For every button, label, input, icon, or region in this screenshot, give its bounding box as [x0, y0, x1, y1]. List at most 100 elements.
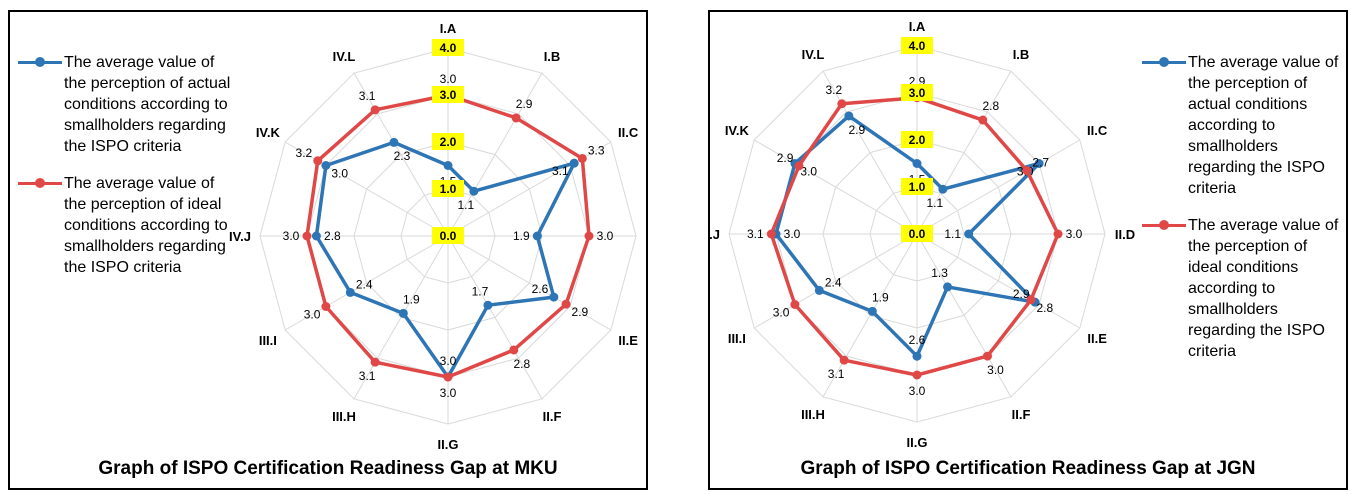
data-label: 3.0 [800, 165, 817, 179]
series-actual [771, 111, 1044, 361]
tick-text: 4.0 [440, 41, 457, 55]
tick-highlight [901, 131, 933, 148]
category-label: II.E [618, 333, 638, 348]
data-label: 3.1 [359, 89, 376, 103]
tick-text: 3.0 [440, 88, 457, 102]
category-label: II.C [1087, 123, 1108, 138]
data-label: 2.8 [1036, 301, 1053, 315]
legend-label-actual: The average value of the perception of a… [64, 54, 231, 155]
data-label: 1.9 [872, 290, 889, 304]
data-label: 2.9 [572, 305, 589, 319]
tick-text: 2.0 [440, 135, 457, 149]
data-point [443, 161, 453, 170]
series-ideal [766, 93, 1063, 380]
data-point [1053, 229, 1063, 239]
data-label: 3.1 [552, 164, 569, 178]
category-label: II.E [1087, 331, 1107, 346]
data-label: 3.2 [296, 146, 313, 160]
data-label: 3.0 [987, 363, 1004, 377]
data-point [345, 287, 355, 297]
data-point [943, 282, 953, 292]
data-label: 3.0 [784, 227, 801, 241]
data-label: 2.4 [356, 277, 373, 291]
tick-text: 2.0 [909, 133, 926, 147]
grid-spoke [447, 235, 543, 400]
data-point [983, 351, 992, 361]
data-label: 1.7 [472, 284, 489, 298]
category-label: II.G [907, 435, 928, 450]
tick-highlight [432, 133, 464, 150]
chart-title-mku: Graph of ISPO Certification Readiness Ga… [98, 458, 558, 479]
legend-jgn: The average value of the perception of a… [1142, 52, 1342, 378]
axis-tick-label: 1.0 [432, 180, 464, 197]
data-point [938, 184, 948, 194]
data-label: 3.0 [1066, 227, 1083, 241]
data-label: 1.9 [513, 229, 530, 243]
data-point [844, 111, 854, 121]
data-point [509, 345, 519, 355]
data-point [1026, 295, 1036, 305]
category-label: II.D [1115, 227, 1135, 242]
category-label: I.B [1013, 47, 1030, 62]
data-label: 3.0 [304, 308, 321, 322]
axis-tick-label: 2.0 [901, 131, 933, 148]
data-point [794, 161, 804, 171]
tick-text: 1.0 [909, 180, 926, 194]
data-point [912, 351, 922, 361]
data-label: 1.9 [403, 292, 420, 306]
data-point [978, 115, 988, 125]
data-label: 1.1 [927, 196, 944, 210]
grid-spoke [822, 70, 918, 235]
legend-marker-actual [1142, 57, 1186, 67]
data-point [569, 158, 579, 168]
data-point [469, 186, 479, 196]
data-point [912, 159, 922, 168]
data-label: 2.6 [532, 282, 549, 296]
data-label: 3.1 [828, 367, 845, 381]
tick-highlight [901, 178, 933, 195]
chart-panel-jgn: I.A I.B II.C II.D II.E II.F II.G III.H III.I IV.J… [708, 10, 1348, 490]
data-label: 3.1 [747, 227, 764, 241]
category-label: II.F [543, 409, 562, 424]
category-label: I.B [544, 49, 561, 64]
data-point [532, 231, 542, 241]
data-label: 3.2 [825, 83, 842, 97]
data-point [313, 156, 323, 166]
chart-title-jgn: Graph of ISPO Certification Readiness Ga… [800, 458, 1256, 479]
tick-highlight [901, 225, 933, 242]
data-point [370, 357, 380, 367]
axis-tick-label: 4.0 [432, 39, 464, 56]
data-label: 2.9 [777, 151, 794, 165]
legend-item-actual: The average value of the perception of a… [18, 52, 232, 157]
tick-text: 1.0 [440, 182, 457, 196]
data-point [311, 231, 321, 241]
data-label: 3.0 [909, 384, 926, 398]
tick-text: 3.0 [909, 86, 926, 100]
data-point [321, 302, 331, 311]
data-point [443, 372, 453, 382]
grid-spoke [353, 235, 449, 400]
data-point [790, 300, 800, 309]
data-label: 2.8 [982, 99, 999, 113]
data-point [577, 153, 587, 163]
data-label: 2.6 [909, 333, 926, 347]
data-label: 2.7 [1032, 156, 1049, 170]
legend-item-actual: The average value of the perception of a… [1142, 52, 1342, 199]
data-point [814, 285, 824, 295]
data-label: 2.3 [394, 149, 411, 163]
category-label: III.I [259, 333, 277, 348]
data-label: 1.1 [458, 198, 475, 212]
data-label: 1.1 [944, 227, 961, 241]
data-label: 2.9 [849, 123, 866, 137]
data-label: 2.9 [516, 97, 533, 111]
tick-highlight [432, 39, 464, 56]
legend-label-actual: The average value of the perception of a… [1188, 54, 1339, 197]
tick-text: 4.0 [909, 39, 926, 53]
data-point [964, 229, 974, 239]
grid-spoke [284, 141, 449, 237]
axis-tick-label: 3.0 [432, 86, 464, 103]
data-label: 2.8 [513, 357, 530, 371]
data-point [483, 300, 493, 310]
grid-spoke [916, 139, 1081, 235]
grid-spoke [822, 233, 918, 398]
